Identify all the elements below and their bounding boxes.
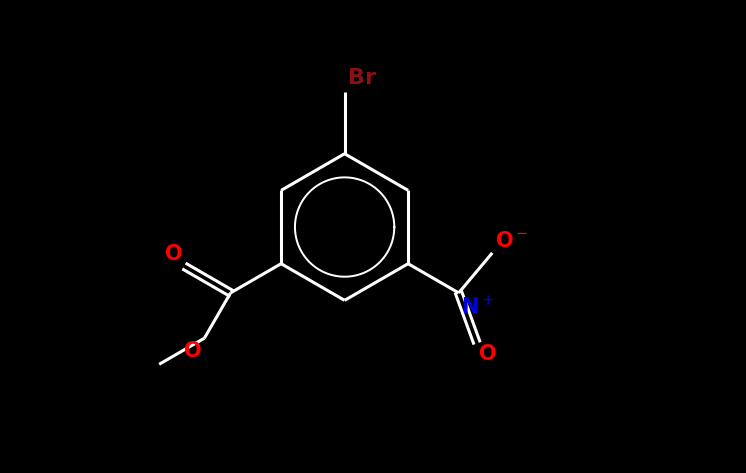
Text: O$^-$: O$^-$ [495, 230, 528, 251]
Text: Br: Br [348, 69, 377, 88]
Text: O: O [184, 341, 202, 360]
Text: O: O [166, 245, 183, 264]
Text: O: O [479, 344, 497, 364]
Text: N$^+$: N$^+$ [461, 295, 494, 319]
